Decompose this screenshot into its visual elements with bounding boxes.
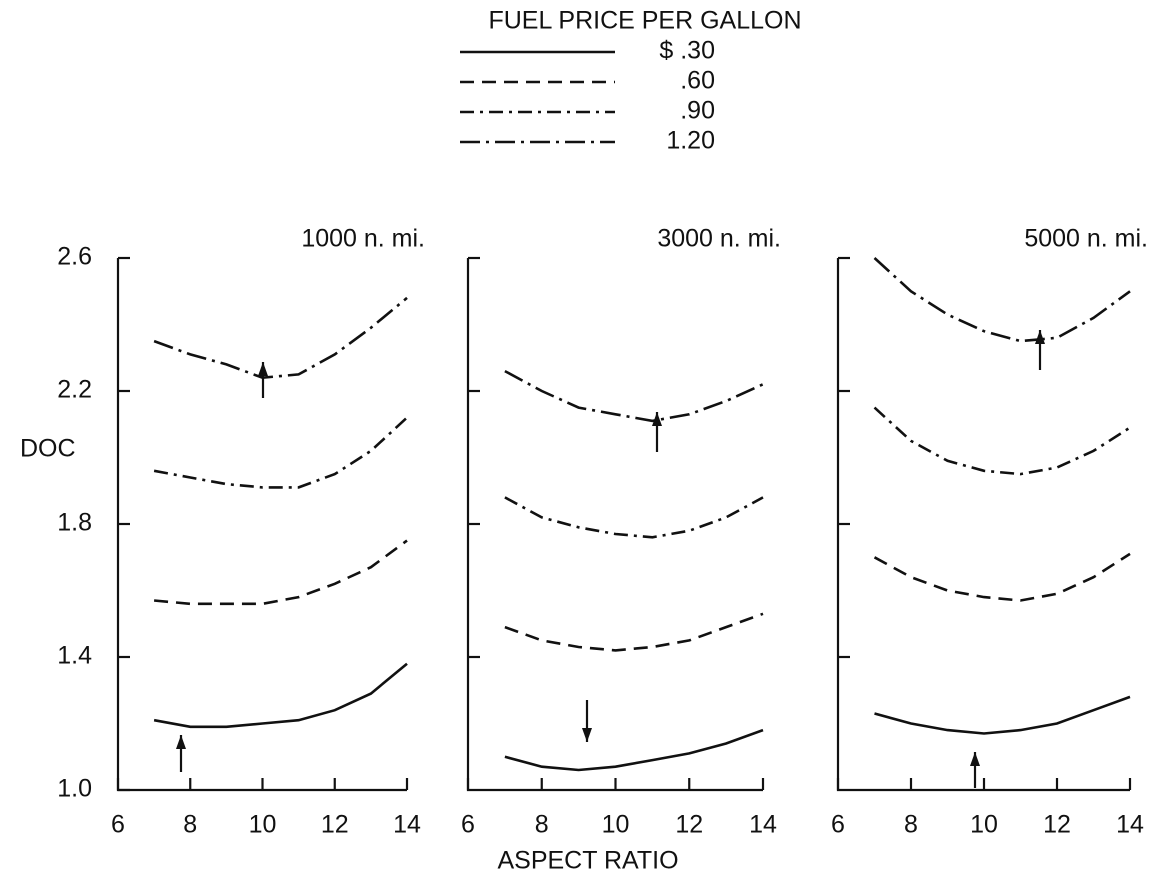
arrow-head bbox=[258, 362, 268, 376]
panel-title: 1000 n. mi. bbox=[301, 225, 425, 253]
x-tick-label: 12 bbox=[675, 811, 703, 839]
series-line bbox=[153, 416, 408, 489]
legend-label: .90 bbox=[680, 97, 715, 125]
x-axis-label: ASPECT RATIO bbox=[497, 847, 678, 875]
y-axis-label: DOC bbox=[20, 435, 76, 463]
y-tick-label: 1.4 bbox=[57, 642, 92, 670]
y-tick-label: 2.6 bbox=[57, 243, 92, 271]
arrow-head bbox=[176, 735, 186, 749]
x-tick-label: 8 bbox=[535, 811, 549, 839]
series-line bbox=[504, 612, 764, 652]
panel-title: 5000 n. mi. bbox=[1024, 225, 1148, 253]
series-line bbox=[873, 257, 1131, 343]
x-tick-label: 10 bbox=[970, 811, 998, 839]
x-tick-label: 14 bbox=[393, 811, 421, 839]
x-tick-label: 6 bbox=[461, 811, 475, 839]
legend-title: FUEL PRICE PER GALLON bbox=[488, 7, 801, 35]
arrow-head bbox=[652, 412, 662, 426]
series-line bbox=[504, 369, 764, 423]
arrow-head bbox=[582, 728, 592, 742]
arrow-head bbox=[970, 752, 980, 766]
series-line bbox=[153, 539, 408, 606]
series-line bbox=[504, 496, 764, 539]
x-tick-label: 8 bbox=[904, 811, 918, 839]
axis-line bbox=[116, 258, 407, 792]
x-tick-label: 6 bbox=[111, 811, 125, 839]
series-line bbox=[874, 695, 1131, 735]
x-tick-label: 10 bbox=[602, 811, 630, 839]
series-line bbox=[504, 728, 764, 772]
series-line bbox=[153, 662, 408, 729]
panel-title: 3000 n. mi. bbox=[657, 225, 781, 253]
series-line bbox=[873, 406, 1131, 476]
x-tick-label: 14 bbox=[1116, 811, 1144, 839]
y-tick-label: 1.0 bbox=[57, 775, 92, 803]
series-line bbox=[153, 296, 408, 380]
y-tick-label: 2.2 bbox=[57, 376, 92, 404]
x-tick-label: 6 bbox=[831, 811, 845, 839]
legend-label: 1.20 bbox=[666, 127, 715, 155]
x-tick-label: 12 bbox=[321, 811, 349, 839]
axis-line bbox=[836, 258, 1130, 792]
x-tick-label: 14 bbox=[749, 811, 777, 839]
arrow-head bbox=[1035, 330, 1045, 344]
legend-label: .60 bbox=[680, 67, 715, 95]
x-tick-label: 12 bbox=[1043, 811, 1071, 839]
y-tick-label: 1.8 bbox=[57, 509, 92, 537]
series-line bbox=[873, 552, 1131, 602]
x-tick-label: 8 bbox=[183, 811, 197, 839]
x-tick-label: 10 bbox=[249, 811, 277, 839]
legend-label: $ .30 bbox=[659, 37, 715, 65]
axis-line bbox=[466, 258, 763, 792]
